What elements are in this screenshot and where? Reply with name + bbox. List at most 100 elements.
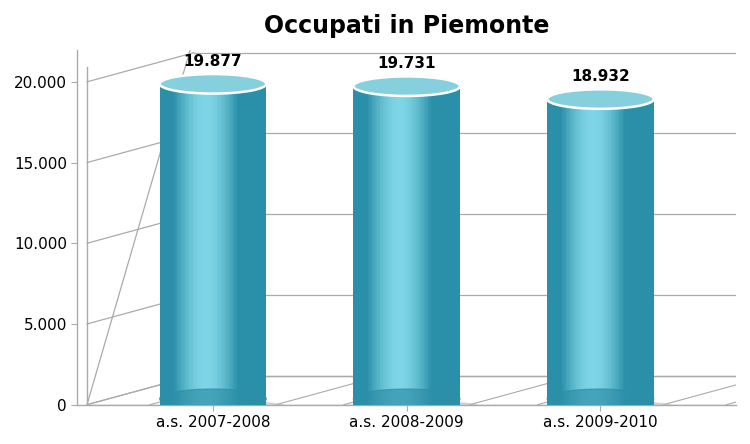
Bar xyxy=(448,86,449,404)
Bar xyxy=(245,84,246,404)
Bar xyxy=(625,99,626,404)
Bar xyxy=(185,84,186,404)
Bar xyxy=(637,99,638,404)
Bar xyxy=(209,84,210,404)
Bar xyxy=(553,99,554,404)
Bar xyxy=(225,84,226,404)
Bar xyxy=(459,86,460,404)
Bar xyxy=(627,99,628,404)
Bar xyxy=(382,86,384,404)
Bar xyxy=(375,86,376,404)
Title: Occupati in Piemonte: Occupati in Piemonte xyxy=(264,14,550,38)
Bar xyxy=(180,84,181,404)
Bar xyxy=(578,99,579,404)
Bar xyxy=(174,84,176,404)
Bar xyxy=(206,84,208,404)
Bar xyxy=(256,84,257,404)
Bar xyxy=(260,84,261,404)
Bar xyxy=(203,84,205,404)
Bar xyxy=(453,86,454,404)
Ellipse shape xyxy=(357,401,479,412)
Bar xyxy=(181,84,182,404)
Bar xyxy=(364,86,365,404)
Bar xyxy=(570,99,572,404)
Bar xyxy=(392,86,394,404)
Bar xyxy=(422,86,423,404)
Bar xyxy=(205,84,206,404)
Bar xyxy=(616,99,618,404)
Bar xyxy=(642,99,643,404)
Bar xyxy=(380,86,382,404)
Bar xyxy=(430,86,432,404)
Bar xyxy=(437,86,439,404)
Bar xyxy=(440,86,441,404)
Bar xyxy=(424,86,425,404)
Bar xyxy=(194,84,196,404)
Bar xyxy=(419,86,420,404)
Bar xyxy=(454,86,456,404)
Bar xyxy=(210,84,212,404)
Bar xyxy=(182,84,184,404)
Bar xyxy=(202,84,203,404)
Bar xyxy=(169,84,170,404)
Ellipse shape xyxy=(353,389,460,408)
Bar xyxy=(598,99,599,404)
Bar xyxy=(197,84,198,404)
Bar xyxy=(170,84,172,404)
Bar xyxy=(398,86,399,404)
Bar xyxy=(396,86,398,404)
Bar xyxy=(362,86,363,404)
Bar xyxy=(420,86,422,404)
Bar xyxy=(425,86,427,404)
Bar xyxy=(580,99,582,404)
Text: 18.932: 18.932 xyxy=(571,69,630,84)
Bar xyxy=(365,86,367,404)
Bar xyxy=(640,99,642,404)
Bar xyxy=(442,86,444,404)
Bar xyxy=(555,99,556,404)
Ellipse shape xyxy=(160,389,266,408)
Bar xyxy=(257,84,258,404)
Bar xyxy=(403,86,404,404)
Bar xyxy=(226,84,227,404)
Bar xyxy=(237,84,238,404)
Bar xyxy=(614,99,615,404)
Bar xyxy=(423,86,424,404)
Bar xyxy=(263,84,265,404)
Bar xyxy=(647,99,649,404)
Bar xyxy=(384,86,386,404)
Bar xyxy=(572,99,574,404)
Bar xyxy=(186,84,188,404)
Ellipse shape xyxy=(550,401,674,412)
Bar xyxy=(628,99,630,404)
Bar xyxy=(582,99,584,404)
Ellipse shape xyxy=(548,389,654,408)
Bar xyxy=(370,86,372,404)
Bar xyxy=(355,86,356,404)
Bar xyxy=(608,99,610,404)
Bar xyxy=(238,84,239,404)
Bar xyxy=(173,84,174,404)
Bar xyxy=(387,86,388,404)
Bar xyxy=(587,99,589,404)
Bar xyxy=(261,84,262,404)
Bar xyxy=(452,86,453,404)
Bar xyxy=(606,99,608,404)
Bar xyxy=(251,84,253,404)
Bar xyxy=(436,86,437,404)
Bar xyxy=(242,84,244,404)
Bar xyxy=(411,86,412,404)
Bar xyxy=(172,84,173,404)
Bar xyxy=(215,84,217,404)
Bar xyxy=(416,86,417,404)
Bar xyxy=(435,86,436,404)
Bar xyxy=(568,99,570,404)
Bar xyxy=(449,86,451,404)
Bar xyxy=(356,86,358,404)
Bar xyxy=(190,84,192,404)
Bar xyxy=(563,99,565,404)
Bar xyxy=(401,86,403,404)
Bar xyxy=(427,86,428,404)
Bar xyxy=(631,99,632,404)
Bar xyxy=(594,99,596,404)
